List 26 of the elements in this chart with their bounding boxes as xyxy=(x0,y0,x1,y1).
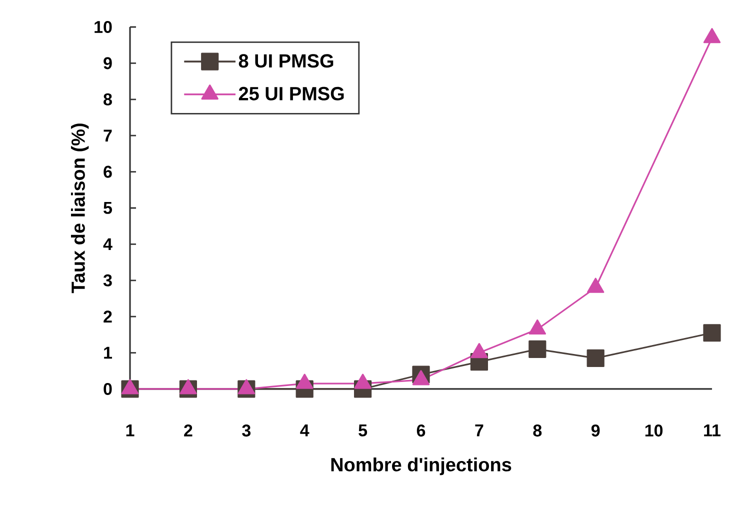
y-tick-label: 2 xyxy=(104,310,112,323)
x-tick-label: 5 xyxy=(358,424,368,436)
x-tick-label: 8 xyxy=(533,424,542,437)
x-tick-label: 9 xyxy=(591,424,600,437)
x-tick-label: 6 xyxy=(416,424,426,437)
x-tick-label: 4 xyxy=(300,424,310,436)
y-tick-label: 5 xyxy=(104,202,112,214)
y-tick-label: 1 xyxy=(104,346,112,359)
y-tick-label: 8 xyxy=(104,93,112,106)
y-tick-label: 7 xyxy=(104,130,112,142)
y-tick-label: 6 xyxy=(104,166,112,178)
y-tick-label: 0 xyxy=(104,382,112,396)
y-tick-label: 4 xyxy=(103,238,112,250)
x-axis-title: Nombre d'injections xyxy=(331,457,512,476)
x-tick-label: 3 xyxy=(242,424,251,437)
legend-label: 25 UI PMSG xyxy=(238,86,344,100)
x-tick-label: 1 xyxy=(126,424,134,436)
x-tick-label: 11 xyxy=(704,424,721,436)
y-tick-label: 9 xyxy=(104,57,112,70)
x-tick-label: 10 xyxy=(645,424,663,437)
x-tick-label: 7 xyxy=(475,424,484,436)
x-tick-label: 2 xyxy=(184,424,192,436)
y-tick-label: 3 xyxy=(103,274,112,286)
legend-label: 8 UI PMSG xyxy=(238,54,334,68)
y-axis-title: Taux de liaison (%) xyxy=(70,124,89,294)
y-tick-label: 10 xyxy=(94,20,112,34)
